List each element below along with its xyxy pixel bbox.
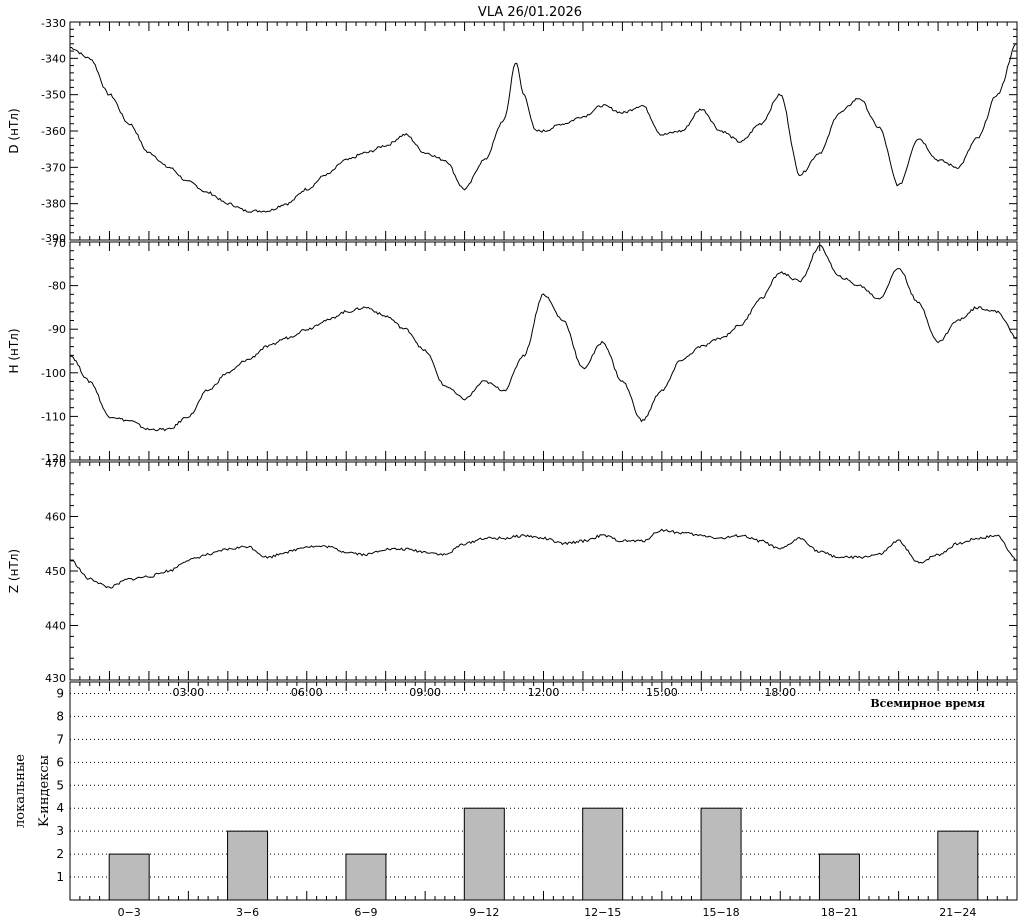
panel-2-ytick-label: -80 [48,280,66,293]
panel-k-time-tick-label: 12:00 [528,686,560,699]
panel-k-ytick-label: 6 [56,755,64,769]
panel-2-frame [69,241,1018,461]
panel-1-series-line [70,43,1017,213]
k-category-label: 15−18 [702,906,739,919]
k-category-label: 6−9 [354,906,377,919]
panel-1-ytick-label: -390 [41,232,66,245]
panel-k-ytick-label: 1 [56,870,64,884]
panel-k-time-tick-label: 18:00 [764,686,796,699]
k-bar [227,830,269,901]
panel-2-ylabel: H (нТл) [7,328,21,373]
panel-1-ytick-label: -350 [41,89,66,102]
panel-3-ytick-label: 450 [45,565,66,578]
chart-title: VLA 26/01.2026 [478,5,582,20]
panel-3-ytick-label: 470 [45,457,66,470]
panel-k-ylabel: K-индексы [37,755,52,827]
panel-2-ytick-label: -120 [41,452,66,465]
panel-1-frame [69,21,1018,241]
k-bar [818,853,860,901]
panel-k-time-tick-label: 09:00 [409,686,441,699]
panel-k-time-tick-label: 15:00 [646,686,678,699]
k-category-label: 0−3 [118,906,141,919]
panel-k-ytick-label: 2 [56,847,64,861]
panel-k-frame [69,681,1018,901]
panel-1-ytick-label: -370 [41,161,66,174]
panel-1-ylabel: D (нТл) [7,108,21,153]
panel-2-ytick-label: -70 [48,237,66,250]
panel-3-ytick-label: 440 [45,620,66,633]
panel-1-ytick-label: -340 [41,52,66,65]
panel-k-time-tick-label: 03:00 [173,686,205,699]
k-bar [108,853,150,901]
panel-2-ytick-label: -110 [41,410,66,423]
panel-1-ytick-label: -380 [41,198,66,211]
panel-k-xlabel: Всемирное время [870,697,985,710]
k-bar [463,807,505,901]
k-bar [937,830,979,901]
panel-1-ytick-label: -360 [41,125,66,138]
panel-3-ytick-label: 430 [45,672,66,685]
panel-3-frame [69,461,1018,681]
k-category-label: 21−24 [939,906,976,919]
k-bar [700,807,742,901]
panel-k-ylabel2: локальные [13,754,28,828]
k-bar [582,807,624,901]
panel-1-ytick-label: -330 [41,17,66,30]
panel-k-ytick-label: 4 [56,801,64,815]
k-category-label: 9−12 [469,906,499,919]
panels: -330 -340 -350 -360 -370 -380 -390 D (нТл) -70 -8… [7,17,1018,919]
panel-3-series-line [69,528,1018,589]
panel-k-ytick-label: 5 [56,778,64,792]
k-category-label: 12−15 [584,906,621,919]
panel-2-ytick-label: -90 [48,323,66,336]
panel-2-ytick-label: -100 [41,367,66,380]
k-category-label: 3−6 [236,906,259,919]
panel-k-time-tick-label: 06:00 [291,686,323,699]
panel-2-series-line [69,244,1018,432]
k-bar [345,853,387,901]
panel-k-ytick-label: 3 [56,824,64,838]
panel-k-ytick-label: 9 [56,686,64,700]
panel-k-ytick-label: 7 [56,732,64,746]
panel-k-ytick-label: 8 [56,709,64,723]
panel-3-ytick-label: 460 [45,511,66,524]
k-category-label: 18−21 [821,906,858,919]
panel-3-ylabel: Z (нТл) [7,549,21,593]
